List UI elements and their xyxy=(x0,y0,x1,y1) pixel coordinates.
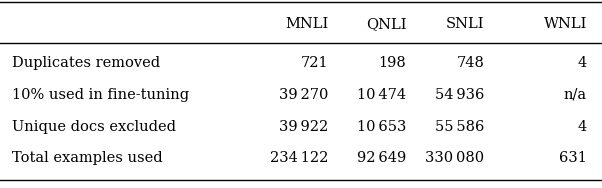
Text: MNLI: MNLI xyxy=(285,17,328,31)
Text: 748: 748 xyxy=(457,56,485,70)
Text: 55 586: 55 586 xyxy=(435,120,485,133)
Text: 10% used in fine-tuning: 10% used in fine-tuning xyxy=(12,88,189,102)
Text: 721: 721 xyxy=(300,56,328,70)
Text: Duplicates removed: Duplicates removed xyxy=(12,56,160,70)
Text: 4: 4 xyxy=(578,120,587,133)
Text: 234 122: 234 122 xyxy=(270,151,328,165)
Text: 10 474: 10 474 xyxy=(357,88,406,102)
Text: 10 653: 10 653 xyxy=(357,120,406,133)
Text: 54 936: 54 936 xyxy=(435,88,485,102)
Text: QNLI: QNLI xyxy=(366,17,406,31)
Text: n/a: n/a xyxy=(564,88,587,102)
Text: 92 649: 92 649 xyxy=(357,151,406,165)
Text: Total examples used: Total examples used xyxy=(12,151,163,165)
Text: 39 922: 39 922 xyxy=(279,120,328,133)
Text: SNLI: SNLI xyxy=(446,17,485,31)
Text: 198: 198 xyxy=(379,56,406,70)
Text: Unique docs excluded: Unique docs excluded xyxy=(12,120,176,133)
Text: 631: 631 xyxy=(559,151,587,165)
Text: 4: 4 xyxy=(578,56,587,70)
Text: 330 080: 330 080 xyxy=(426,151,485,165)
Text: 39 270: 39 270 xyxy=(279,88,328,102)
Text: WNLI: WNLI xyxy=(544,17,587,31)
